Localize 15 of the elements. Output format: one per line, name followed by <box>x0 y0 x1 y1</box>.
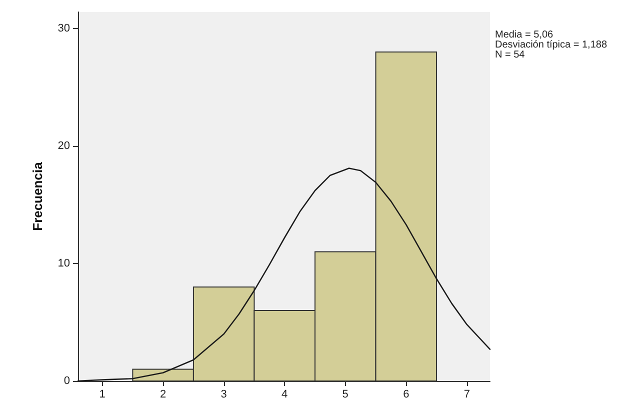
x-tick-label: 7 <box>464 388 470 400</box>
text: Media = 5,06 <box>495 30 554 40</box>
x-tick-label: 2 <box>160 388 166 400</box>
y-axis-title: Frecuencia <box>30 161 45 231</box>
text: N = 54 <box>495 50 526 60</box>
x-tick-label: 6 <box>403 388 410 400</box>
y-tick-label: 20 <box>58 140 70 152</box>
y-tick-label: 30 <box>58 22 70 34</box>
y-tick-label: 0 <box>64 375 70 387</box>
x-tick-label: 1 <box>99 388 106 400</box>
x-tick-label: 5 <box>342 388 348 400</box>
text: Desviación típica = 1,188 <box>495 40 608 50</box>
x-tick-label: 3 <box>220 388 227 400</box>
x-tick-label: 4 <box>282 388 288 400</box>
y-tick-label: 10 <box>58 257 70 270</box>
